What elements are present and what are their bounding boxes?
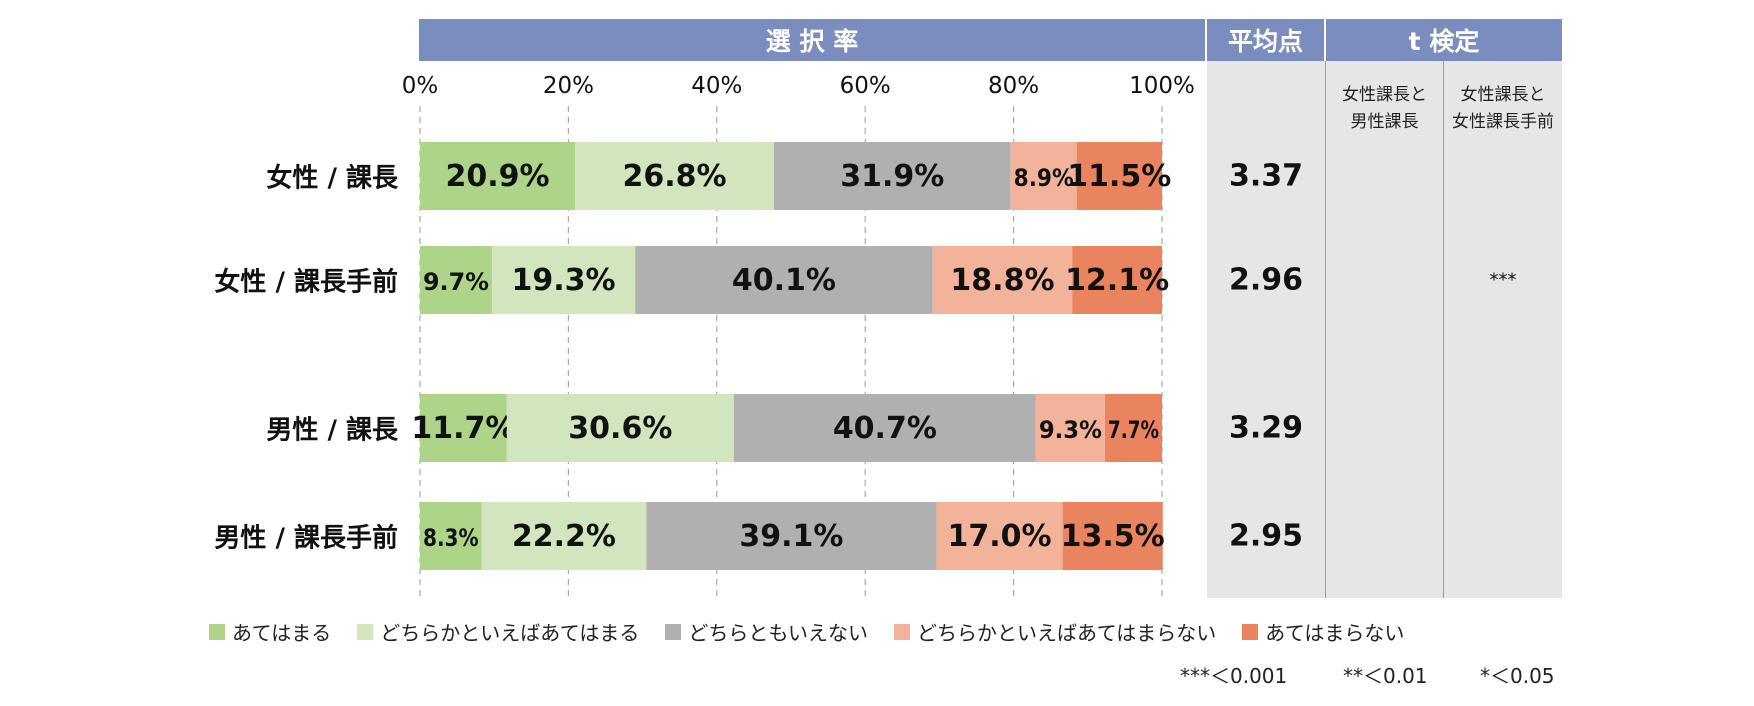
data-label: 39.1% [739,519,843,554]
bar-segment [1035,394,1105,462]
legend-swatch [357,623,374,640]
legend-label: どちらかといえばあてはまる [380,621,640,645]
average-value: 2.96 [1228,262,1304,298]
x-tick-label: 0% [401,73,439,99]
x-tick-label: 100% [1129,73,1195,99]
data-label: 18.8% [950,263,1054,298]
average-value: 2.95 [1228,518,1304,554]
legend-label: どちらかといえばあてはまらない [917,621,1217,645]
data-label: 17.0% [947,519,1051,554]
legend-swatch [894,623,911,640]
data-label: 40.7% [833,411,937,446]
note-p01: **＜0.01 [1343,664,1428,688]
data-label: 8.3% [423,524,479,552]
bar-segment [1010,142,1077,210]
legend-item: あてはまらない [1242,617,1404,646]
bar-segment [420,394,507,462]
x-tick-label: 80% [988,73,1040,99]
legend: あてはまる どちらかといえばあてはまる どちらともいえない どちらかといえばあてはまら… [209,617,1430,646]
significance-mark: *** [1489,269,1517,291]
bar-segment [1062,502,1163,570]
column-divider [1443,61,1444,598]
legend-label: あてはまらない [1265,621,1405,645]
bar-segment [635,246,933,314]
category-label: 男性 / 課長 [266,415,398,446]
legend-label: どちらともいえない [688,621,869,645]
data-label: 40.1% [732,263,836,298]
column-divider [1325,61,1326,598]
data-label: 19.3% [512,263,616,298]
note-p05: *＜0.05 [1480,664,1555,688]
bar-segment [506,394,734,462]
data-label: 7.7% [1108,416,1159,444]
header-average: 平均点 [1207,19,1324,61]
bar-segment [491,246,636,314]
legend-item: あてはまる [209,617,331,646]
bar-segment [420,502,482,570]
data-label: 26.8% [622,159,726,194]
bar-segment [1104,394,1162,462]
x-tick-label: 20% [542,73,594,99]
legend-swatch [665,623,682,640]
legend-swatch [1242,623,1259,640]
t-test-col-1-header: 女性課長と 男性課長 [1342,85,1427,132]
data-label: 13.5% [1061,519,1165,554]
bar-segment [932,246,1073,314]
data-label: 11.7% [411,411,515,446]
bar-segment [1076,142,1162,210]
bar-segment [420,142,576,210]
legend-item: どちらともいえない [665,617,868,646]
legend-item: どちらかといえばあてはまらない [894,617,1216,646]
data-label: 22.2% [512,519,616,554]
data-label: 8.9% [1014,164,1074,192]
data-label: 12.1% [1065,263,1169,298]
data-label: 9.3% [1039,416,1102,444]
bar-segment [1072,246,1162,314]
bar-segment [481,502,647,570]
data-label: 30.6% [568,411,672,446]
data-label: 31.9% [840,159,944,194]
category-label: 男性 / 課長手前 [214,523,398,554]
x-tick-label: 60% [839,73,891,99]
legend-item: どちらかといえばあてはまる [357,617,639,646]
header-t-test: t 検定 [1326,19,1562,61]
data-label: 9.7% [423,268,489,296]
bar-segment [420,246,492,314]
note-p001: ***＜0.001 [1180,664,1288,688]
legend-swatch [209,623,225,640]
average-column [1207,61,1562,598]
average-value: 3.29 [1228,410,1304,446]
data-label: 11.5% [1067,159,1171,194]
bar-segment [575,142,774,210]
bar-segment [646,502,937,570]
bar-segment [733,394,1036,462]
t-test-col-2-header: 女性課長と 女性課長手前 [1452,85,1554,132]
bar-segment [936,502,1063,570]
category-label: 女性 / 課長 [266,163,398,194]
data-label: 20.9% [445,159,549,194]
bar-segment [773,142,1011,210]
header-selection-rate: 選 択 率 [419,19,1205,61]
legend-label: あてはまる [232,621,332,645]
category-label: 女性 / 課長手前 [214,267,398,298]
average-value: 3.37 [1228,158,1304,194]
x-tick-label: 40% [691,73,743,99]
